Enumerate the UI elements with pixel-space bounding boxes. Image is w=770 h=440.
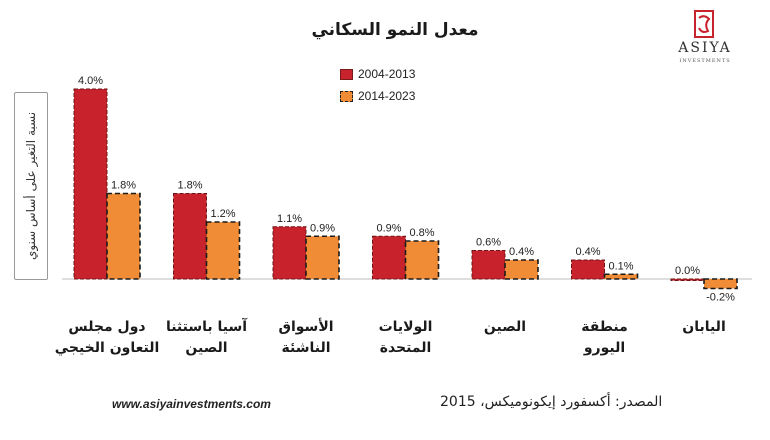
- data-label-series-2-3: 0.8%: [409, 227, 434, 239]
- footer-website: www.asiyainvestments.com: [112, 397, 271, 411]
- bar-series-2-1: [205, 221, 241, 280]
- x-tick-label-line: المتحدة: [379, 340, 432, 356]
- x-tick-label-3: الولايات المتحدة: [351, 317, 461, 359]
- data-label-series-2-0: 1.8%: [111, 180, 136, 192]
- legend-label-series-2: 2014-2023: [358, 89, 416, 103]
- bar-series-2-2: [305, 235, 340, 280]
- logo-name: ASIYA: [678, 40, 732, 56]
- x-tick-label-5: منطقة اليورو: [550, 317, 660, 359]
- x-tick-label-line: منطقة: [581, 319, 628, 335]
- data-label-series-1-2: 1.1%: [277, 213, 302, 225]
- footer-source: المصدر: أكسفورد إيكونوميكس، 2015: [440, 394, 663, 410]
- x-tick-label-1: آسيا باستثنا الصين: [152, 317, 262, 359]
- legend-swatch-series-1: [340, 69, 353, 80]
- bar-series-1-5: [571, 259, 605, 280]
- x-tick-label-line: الصين: [185, 340, 228, 356]
- data-label-series-1-1: 1.8%: [177, 180, 202, 192]
- x-tick-label-line: اليابان: [682, 319, 726, 335]
- bar-series-1-3: [372, 235, 406, 280]
- x-tick-label-line: الصين: [483, 319, 527, 335]
- x-tick-label-line: الولايات: [378, 319, 433, 335]
- bar-series-1-2: [272, 226, 307, 280]
- x-tick-label-line: آسيا باستثنا: [165, 319, 248, 335]
- legend-item-series-2: 2014-2023: [340, 88, 450, 108]
- x-tick-label-0: دول مجلس التعاون الخيجي: [52, 317, 162, 359]
- data-label-series-1-0: 4.0%: [78, 75, 103, 87]
- data-label-series-2-2: 0.9%: [310, 222, 335, 234]
- x-tick-label-4: الصين: [450, 317, 560, 338]
- data-label-series-1-5: 0.4%: [575, 246, 600, 258]
- chart-title: معدل النمو السكاني: [311, 20, 479, 40]
- bar-series-1-1: [173, 193, 207, 280]
- x-tick-label-line: دول مجلس: [68, 319, 146, 335]
- bar-series-1-6: [670, 278, 705, 281]
- data-label-series-2-4: 0.4%: [509, 246, 534, 258]
- company-logo: ASIYA INVESTMENTS: [660, 8, 750, 68]
- data-label-series-2-5: 0.1%: [608, 260, 633, 272]
- bar-series-2-4: [504, 259, 539, 280]
- bar-series-2-6: [703, 278, 738, 290]
- x-tick-label-2: الأسواق الناشئة: [251, 317, 361, 359]
- data-label-series-1-6: 0.0%: [675, 265, 700, 277]
- asiya-logo-icon: [694, 10, 714, 38]
- x-tick-label-line: الناشئة: [281, 340, 331, 356]
- bar-series-1-0: [73, 88, 108, 280]
- chart-legend: 2004-2013 2014-2023: [340, 66, 450, 110]
- legend-item-series-1: 2004-2013: [340, 66, 450, 86]
- x-tick-label-line: الأسواق: [278, 319, 334, 335]
- bar-series-2-0: [106, 192, 141, 280]
- logo-subtitle: INVESTMENTS: [679, 58, 731, 64]
- legend-swatch-series-2: [340, 91, 353, 102]
- bar-series-1-4: [471, 250, 506, 280]
- legend-label-series-1: 2004-2013: [358, 67, 416, 81]
- x-tick-label-line: اليورو: [583, 340, 626, 356]
- data-label-series-2-1: 1.2%: [210, 208, 235, 220]
- y-axis-label-box: نسبة التغير على أساس سنوي: [14, 92, 48, 280]
- data-label-series-1-3: 0.9%: [376, 222, 401, 234]
- bar-series-2-3: [404, 240, 440, 280]
- x-tick-label-6: اليابان: [649, 317, 759, 338]
- data-label-series-2-6: -0.2%: [706, 292, 735, 304]
- x-tick-label-line: التعاون الخيجي: [54, 340, 160, 356]
- bar-series-2-5: [603, 273, 639, 280]
- data-label-series-1-4: 0.6%: [476, 237, 501, 249]
